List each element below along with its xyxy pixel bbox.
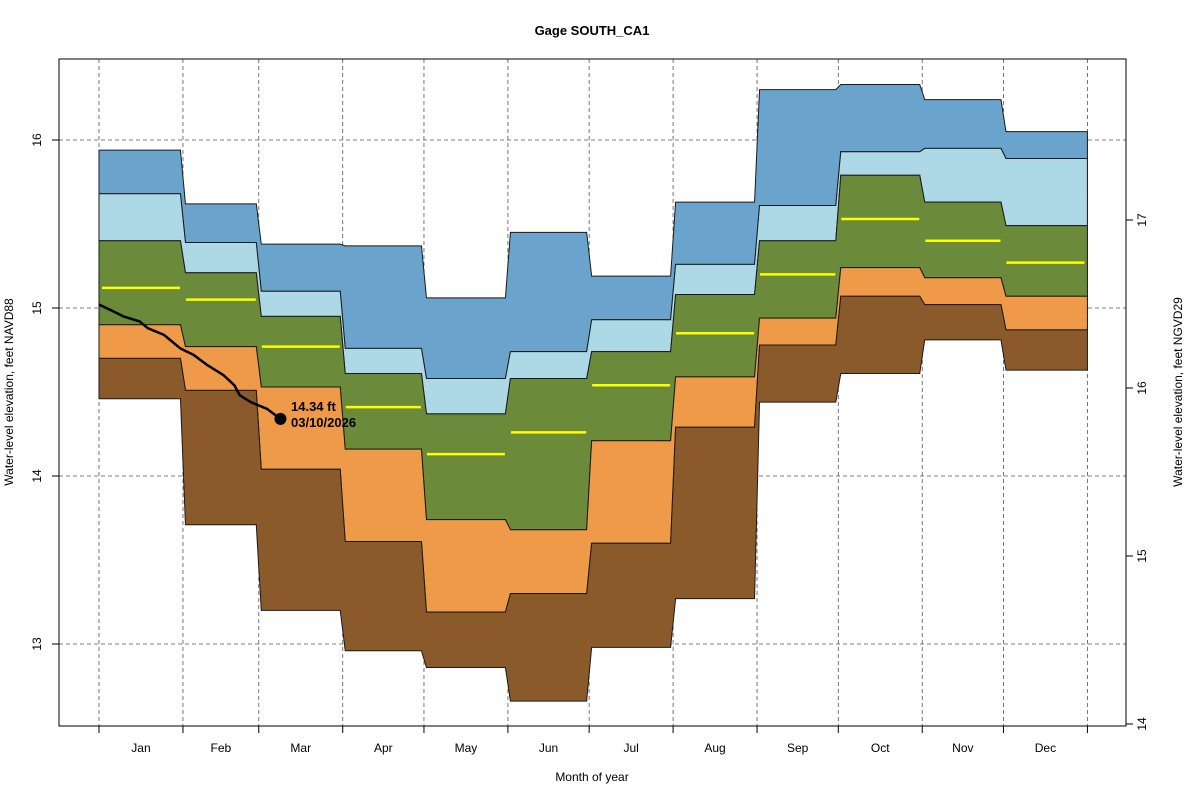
- x-tick-label-oct: Oct: [871, 741, 890, 755]
- axes: 13 14 15 16 14 15 16 17 Jan Feb Mar Apr May Jun Jul Aug…: [30, 133, 1149, 755]
- percentile-bands: [98, 84, 1088, 702]
- y-tick-label-right: 16: [1135, 381, 1149, 395]
- x-tick-label-mar: Mar: [290, 741, 311, 755]
- x-tick-label-jun: Jun: [539, 741, 558, 755]
- x-axis-label: Month of year: [555, 770, 628, 784]
- annotation-value: 14.34 ft: [291, 399, 336, 414]
- current-value-point: [274, 412, 287, 425]
- y-tick-label-left: 14: [30, 469, 44, 483]
- x-tick-label-apr: Apr: [374, 741, 393, 755]
- median-lines: [102, 217, 1085, 456]
- annotation-date: 03/10/2026: [291, 415, 356, 430]
- y-axis-label-left: Water-level elevation, feet NAVD88: [2, 298, 16, 486]
- x-tick-label-aug: Aug: [704, 741, 725, 755]
- y-tick-label-left: 16: [30, 133, 44, 147]
- y-tick-label-right: 17: [1135, 213, 1149, 227]
- y-tick-label-right: 15: [1135, 549, 1149, 563]
- y-tick-label-left: 13: [30, 637, 44, 651]
- y-tick-label-right: 14: [1135, 717, 1149, 731]
- band-p10-min: [98, 295, 1088, 702]
- plot-frame: [58, 58, 1127, 727]
- x-tick-label-jan: Jan: [131, 741, 150, 755]
- chart-title: Gage SOUTH_CA1: [535, 23, 650, 38]
- current-year-series: [98, 303, 287, 425]
- x-tick-label-feb: Feb: [211, 741, 232, 755]
- x-tick-label-sep: Sep: [787, 741, 809, 755]
- x-tick-label-dec: Dec: [1035, 741, 1056, 755]
- x-tick-label-may: May: [455, 741, 478, 755]
- x-tick-label-jul: Jul: [623, 741, 638, 755]
- y-tick-label-left: 15: [30, 301, 44, 315]
- current-year-line: [98, 303, 282, 420]
- x-tick-label-nov: Nov: [952, 741, 973, 755]
- y-axis-label-right: Water-level elevation, feet NGVD29: [1171, 297, 1185, 487]
